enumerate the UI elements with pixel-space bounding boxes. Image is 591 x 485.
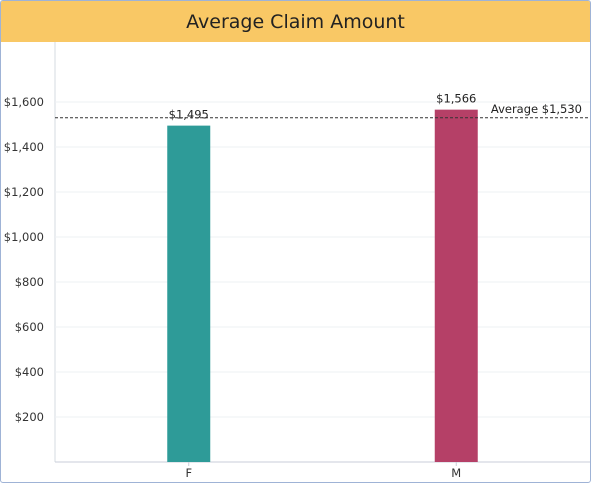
bar (167, 125, 211, 462)
y-tick-label: $1,000 (4, 230, 44, 244)
y-tick-label: $1,400 (4, 140, 44, 154)
y-tick-label: $1,600 (4, 95, 44, 109)
chart-header: Average Claim Amount (1, 1, 590, 42)
y-tick-label: $800 (15, 275, 44, 289)
y-tick-label: $600 (15, 320, 44, 334)
bar (434, 109, 478, 463)
y-tick-label: $1,200 (4, 185, 44, 199)
y-tick-label: $400 (15, 365, 44, 379)
y-tick-label: $200 (15, 410, 44, 424)
x-tick-label: F (185, 466, 192, 480)
bar-value-label: $1,566 (436, 92, 476, 106)
bar-value-label: $1,495 (169, 108, 209, 122)
chart-title: Average Claim Amount (186, 10, 405, 33)
average-reference-label: Average $1,530 (491, 102, 582, 116)
x-tick-label: M (451, 466, 461, 480)
